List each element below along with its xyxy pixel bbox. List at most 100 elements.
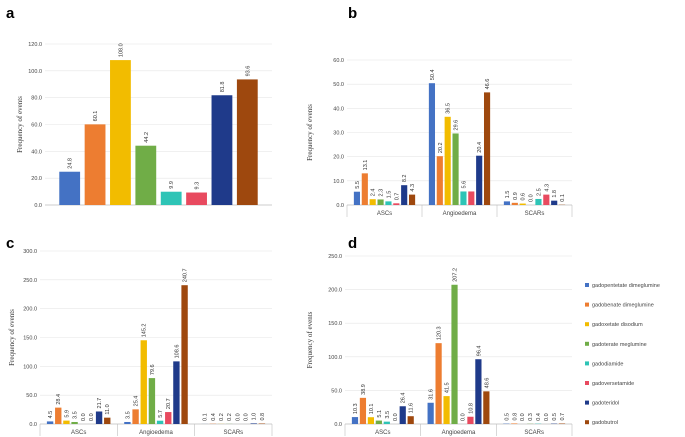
bar [84, 124, 106, 205]
data-label: 0.6 [521, 193, 527, 201]
legend-swatch [585, 283, 589, 287]
data-label: 1.5 [386, 191, 392, 199]
data-label: 10.8 [468, 403, 474, 414]
bar [399, 406, 406, 424]
bar [543, 194, 550, 205]
data-label: 31.6 [429, 389, 435, 400]
data-label: 0.0 [544, 413, 550, 421]
data-label: 1.8 [552, 190, 558, 198]
chart-a: 0.0 20.0 40.0 60.0 80.0 100.0 120.0 Frequency o… [16, 42, 272, 209]
bar [110, 60, 131, 205]
bar [475, 359, 482, 424]
bar [519, 203, 526, 205]
legend-item: gadoteridol [592, 401, 619, 407]
data-label: 0.1 [203, 413, 209, 421]
legend-item: gadodiamide [592, 361, 624, 367]
data-label: 9.9 [169, 181, 175, 189]
data-label: 145.2 [142, 324, 148, 338]
bar [250, 423, 257, 424]
data-label: 4.5 [48, 411, 54, 419]
data-label: 9.3 [195, 182, 201, 190]
data-label: 108.0 [118, 43, 124, 57]
data-label: 5.9 [64, 410, 70, 418]
data-label: 36.5 [446, 103, 452, 114]
bar [148, 378, 156, 424]
chart-c: 0.0 50.0 100.0 150.0 200.0 250.0 300.0 Frequenc… [8, 249, 273, 436]
bar [383, 421, 390, 424]
bar [351, 417, 359, 424]
bar [444, 116, 451, 205]
panel-label-c: c [6, 235, 14, 252]
data-label: 24.8 [68, 158, 74, 169]
y-tick-label: 20.0 [333, 155, 344, 161]
y-axis-label: Frequency of events [16, 96, 24, 153]
y-axis-label: Frequency of events [306, 104, 314, 161]
data-label: 5.6 [461, 181, 467, 189]
bar [95, 411, 103, 424]
panel-label-a: a [6, 5, 15, 22]
data-label: 0.8 [260, 413, 266, 421]
data-label: 41.5 [445, 382, 451, 393]
category-label: ASCs [71, 430, 86, 436]
bar [443, 396, 450, 424]
bar [135, 145, 157, 205]
panel-label-b: b [348, 5, 357, 22]
bar [59, 171, 81, 205]
bar [367, 417, 374, 424]
data-label: 3.5 [385, 411, 391, 419]
legend-item: gadopentetate dimeglumine [592, 283, 660, 289]
bar [503, 201, 511, 205]
data-label: 0.5 [504, 413, 510, 421]
data-label: 20.7 [166, 398, 172, 409]
bar [132, 409, 139, 424]
y-tick-label: 300.0 [23, 249, 37, 255]
bar [483, 92, 491, 205]
y-tick-label: 40.0 [31, 149, 42, 155]
chart-d: 0.0 50.0 100.0 150.0 200.0 250.0 Frequency of … [306, 254, 573, 436]
category-label: SCARs [525, 211, 545, 217]
data-label: 0.0 [529, 194, 535, 202]
data-label: 0.5 [552, 413, 558, 421]
data-label: 0.0 [235, 413, 241, 421]
data-label: 0.0 [460, 413, 466, 421]
legend-item: gadoversetamide [592, 381, 634, 387]
data-label: 108.6 [174, 345, 180, 359]
bar [63, 420, 70, 424]
data-label: 2.4 [371, 189, 377, 197]
panel-label-d: d [348, 235, 357, 252]
bar [375, 420, 382, 424]
data-label: 0.2 [219, 413, 225, 421]
bar [124, 421, 131, 424]
data-label: 0.7 [560, 413, 566, 421]
data-label: 0.0 [89, 413, 95, 421]
data-label: 0.1 [560, 194, 566, 202]
category-label: Angioedema [442, 430, 476, 436]
bar [551, 200, 558, 205]
y-tick-label: 40.0 [333, 106, 344, 112]
legend-swatch [585, 381, 589, 385]
y-tick-label: 200.0 [23, 307, 37, 313]
data-label: 3.5 [125, 411, 131, 419]
data-label: 46.6 [485, 79, 491, 90]
bar [407, 416, 414, 424]
y-tick-label: 80.0 [31, 96, 42, 102]
y-tick-label: 0.0 [29, 422, 37, 428]
data-label: 2.5 [536, 188, 542, 196]
data-label: 4.3 [410, 184, 416, 192]
data-label: 20.4 [477, 142, 483, 153]
y-tick-label: 0.0 [336, 203, 344, 209]
y-tick-label: 100.0 [23, 364, 37, 370]
y-tick-label: 50.0 [333, 82, 344, 88]
data-label: 5.7 [158, 410, 164, 418]
data-label: 96.4 [476, 346, 482, 357]
data-label: 48.6 [484, 378, 490, 389]
y-tick-label: 10.0 [333, 179, 344, 185]
data-label: 5.5 [355, 181, 361, 189]
bar [427, 402, 434, 424]
y-tick-label: 200.0 [328, 288, 342, 294]
bar [460, 191, 467, 205]
data-label: 1.0 [252, 413, 258, 421]
category-label: Angioedema [139, 430, 173, 436]
data-label: 13.1 [363, 160, 369, 171]
data-label: 79.6 [150, 364, 156, 375]
